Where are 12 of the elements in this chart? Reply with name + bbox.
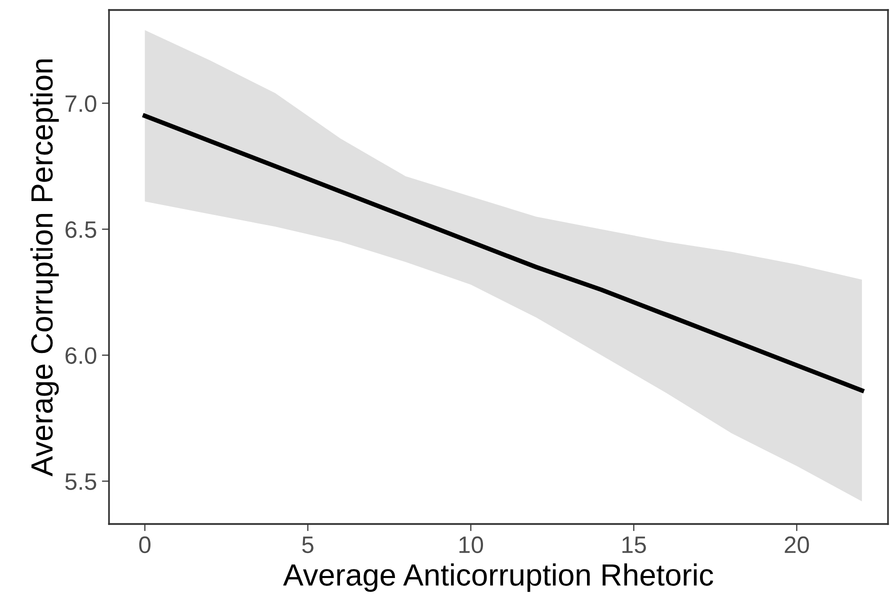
y-tick-label: 7.0: [66, 95, 96, 112]
x-axis-title: Average Anticorruption Rhetoric: [283, 563, 714, 592]
line-series: [142, 114, 864, 393]
x-tick-label: 10: [459, 536, 484, 554]
y-tick-label: 6.0: [66, 347, 96, 364]
x-tick-label: 15: [622, 536, 646, 554]
y-axis-title: Average Corruption Perception: [30, 59, 59, 476]
x-tick-label: 5: [302, 536, 314, 554]
y-tick-label: 5.5: [65, 473, 96, 490]
y-tick-label: 6.5: [66, 221, 96, 238]
x-tick-label: 20: [784, 536, 809, 554]
x-tick-label: 0: [139, 536, 150, 554]
